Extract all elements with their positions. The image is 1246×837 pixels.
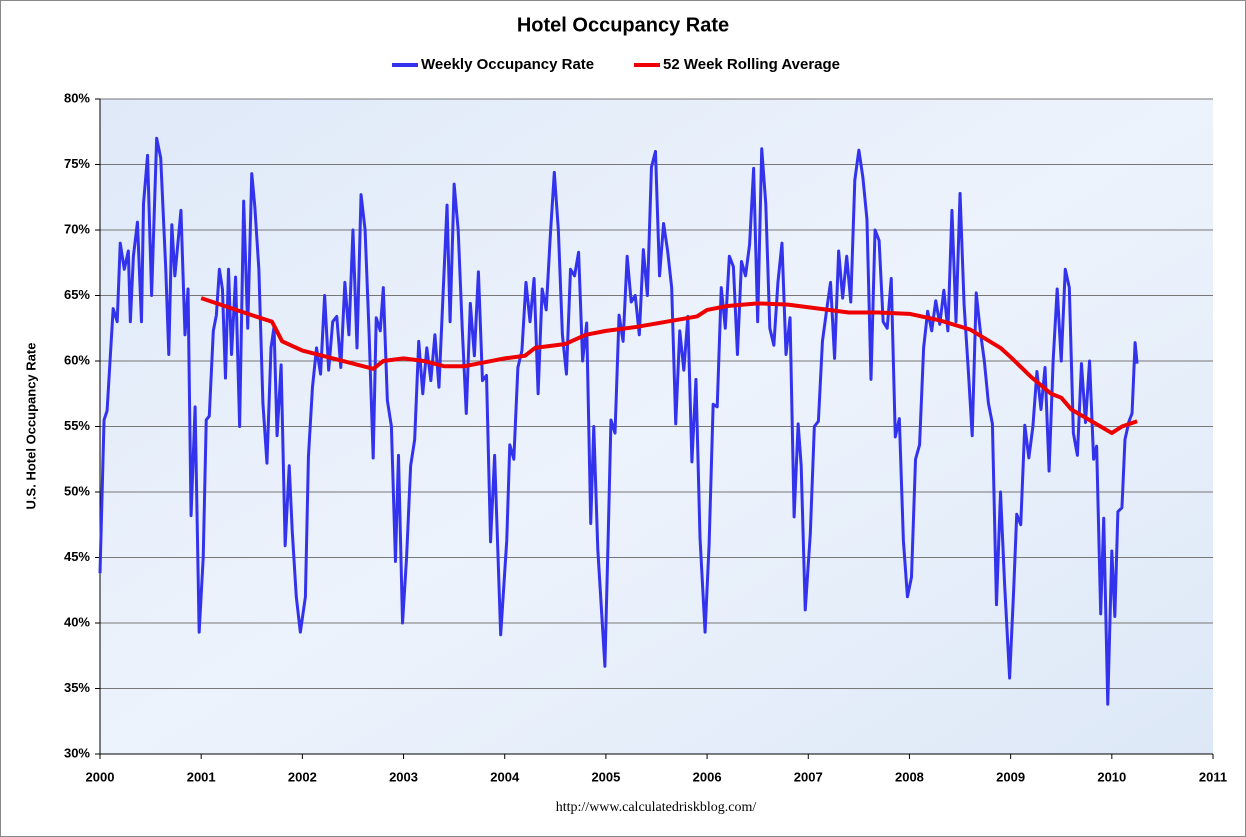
x-tick-label: 2009 (996, 769, 1025, 784)
x-tick-label: 2003 (389, 769, 418, 784)
y-tick-label: 30% (64, 745, 90, 760)
source: http://www.calculatedriskblog.com/ (556, 800, 757, 815)
y-tick-label: 80% (64, 90, 90, 105)
x-tick-label: 2004 (490, 769, 520, 784)
y-tick-label: 75% (64, 156, 90, 171)
legend-label: Weekly Occupancy Rate (421, 56, 594, 73)
legend-label: 52 Week Rolling Average (663, 56, 840, 73)
y-tick-label: 55% (64, 418, 90, 433)
y-tick-label: 45% (64, 549, 90, 564)
y-tick-label: 35% (64, 680, 90, 695)
y-axis-title: U.S. Hotel Occupancy Rate (23, 343, 38, 510)
x-tick-label: 2008 (895, 769, 924, 784)
y-tick-label: 50% (64, 483, 90, 498)
chart-title: Hotel Occupancy Rate (517, 14, 729, 36)
series-line (200, 296, 1138, 436)
y-tick-label: 70% (64, 221, 90, 236)
x-tick-label: 2006 (693, 769, 722, 784)
x-tick-label: 2000 (86, 769, 115, 784)
y-tick-label: 60% (64, 352, 90, 367)
series-line (98, 136, 1139, 706)
x-tick-label: 2002 (288, 769, 317, 784)
x-tick-label: 2001 (187, 769, 216, 784)
x-tick-label: 2007 (794, 769, 823, 784)
x-tick-label: 2010 (1097, 769, 1126, 784)
x-tick-label: 2011 (1199, 769, 1227, 784)
y-tick-label: 40% (64, 614, 90, 629)
y-tick-label: 65% (64, 287, 90, 302)
x-tick-label: 2005 (591, 769, 620, 784)
